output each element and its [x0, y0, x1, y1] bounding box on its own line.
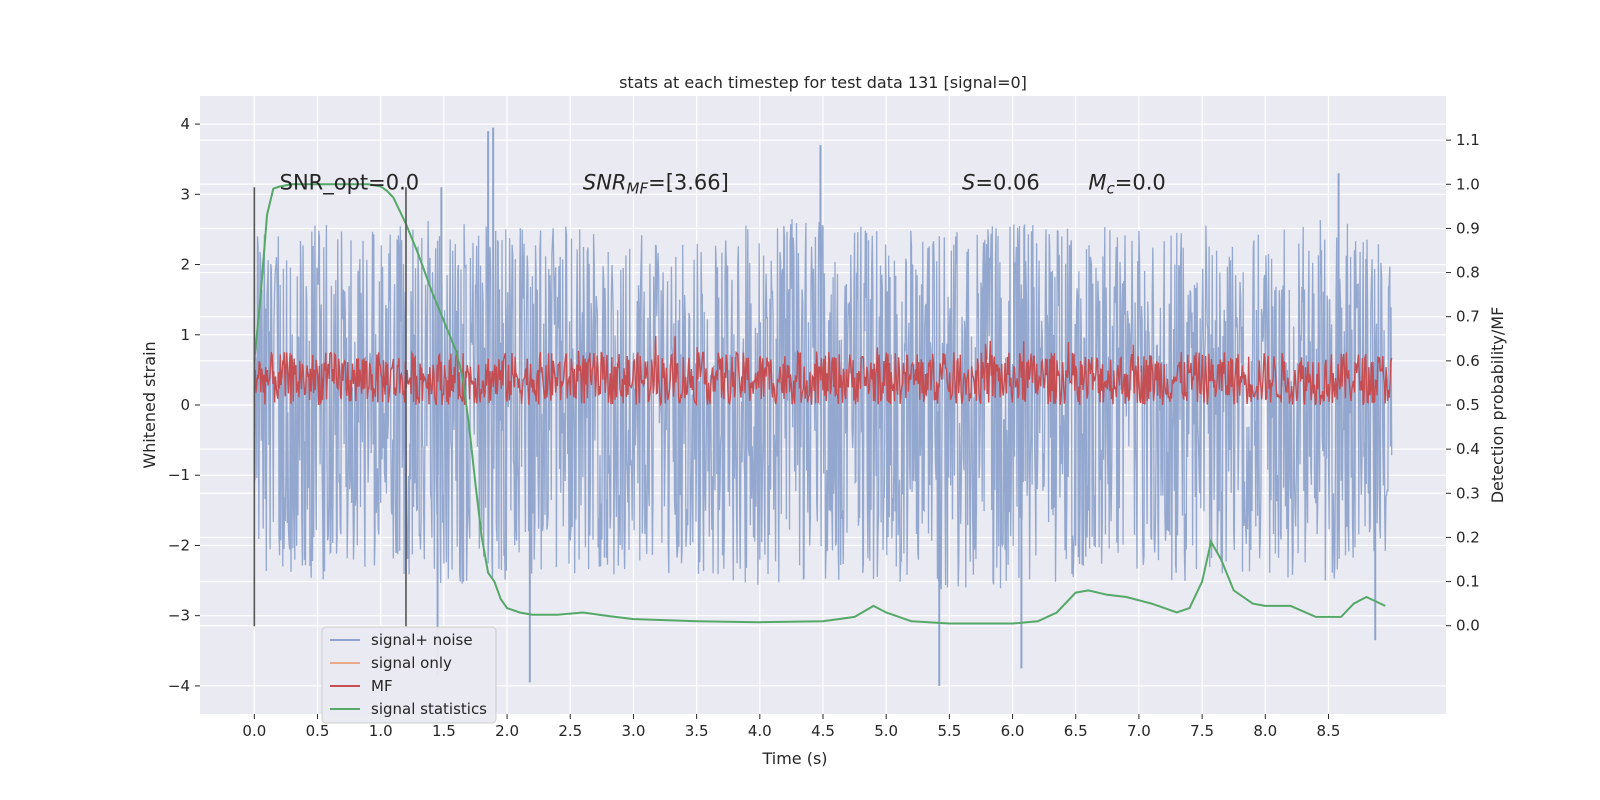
- x-tick-label: 2.0: [495, 722, 519, 740]
- x-tick-label: 5.5: [937, 722, 961, 740]
- y-left-tick-label: −2: [168, 536, 190, 554]
- vertical-markers: [253, 187, 407, 627]
- x-tick-label: 0.5: [306, 722, 330, 740]
- x-tick-label: 4.0: [748, 722, 772, 740]
- y-left-tick-label: −4: [168, 677, 190, 695]
- y-right-tick-label: 1.0: [1456, 175, 1480, 193]
- annotation-mc-value: Mc=0.0: [1088, 170, 1165, 197]
- annotation-snr-mf-subscript: MF: [627, 179, 649, 197]
- legend-label: signal+ noise: [371, 631, 473, 649]
- y-right-tick-label: 0.1: [1456, 573, 1480, 591]
- annotation-snr-mf-value: =[3.66]: [648, 170, 729, 194]
- x-axis-ticks: 0.0 0.5 1.0 1.5 2.0 2.5 3.0 3.5 4.0 4.5 5.0 5.5 6.0 6…: [242, 714, 1340, 740]
- x-tick-label: 4.5: [811, 722, 835, 740]
- y-left-tick-label: 3: [180, 185, 190, 203]
- signal-statistics-series: [253, 183, 1386, 625]
- signal-statistics-line: [253, 183, 1386, 625]
- y-right-tick-label: 0.8: [1456, 264, 1480, 282]
- x-tick-label: 1.0: [369, 722, 393, 740]
- annotation-s-value-symbol: S: [962, 170, 975, 194]
- x-tick-label: 6.5: [1064, 722, 1088, 740]
- mf-line: [253, 335, 1393, 407]
- x-tick-label: 3.5: [685, 722, 709, 740]
- x-tick-label: 7.0: [1127, 722, 1151, 740]
- x-tick-label: 2.5: [558, 722, 582, 740]
- y-right-tick-label: 0.6: [1456, 352, 1480, 370]
- y-right-tick-label: 0.5: [1456, 396, 1480, 414]
- y-left-tick-label: −1: [168, 466, 190, 484]
- annotation-s-value: S=0.06: [962, 170, 1040, 194]
- annotations: SNR_opt=0.0 SNRMF=[3.66] S=0.06 Mc=0.0: [280, 170, 1166, 197]
- annotation-mc-value-value: =0.0: [1115, 170, 1166, 194]
- y-left-tick-label: −3: [168, 607, 190, 625]
- annotation-mc-value-symbol: M: [1088, 170, 1106, 194]
- x-tick-label: 7.5: [1190, 722, 1214, 740]
- y-right-tick-label: 0.7: [1456, 308, 1480, 326]
- signal-noise-series: [253, 127, 1393, 686]
- x-tick-label: 3.0: [622, 722, 646, 740]
- y-right-tick-label: 0.4: [1456, 440, 1480, 458]
- annotation-mc-value-subscript: c: [1107, 179, 1116, 197]
- y-left-tick-label: 0: [180, 396, 190, 414]
- x-axis-label: Time (s): [761, 749, 827, 768]
- y-right-axis-ticks: 0.0 0.1 0.2 0.3 0.4 0.5 0.6 0.7 0.8 0.9 1.0 1.1: [1446, 131, 1480, 635]
- y-left-tick-label: 4: [180, 115, 190, 133]
- x-tick-label: 6.0: [1001, 722, 1025, 740]
- y-left-axis-ticks: −4 −3 −2 −1 0 1 2 3 4: [168, 115, 200, 695]
- x-tick-label: 0.0: [242, 722, 266, 740]
- annotation-snr-opt: SNR_opt=0.0: [280, 170, 420, 195]
- y-right-tick-label: 1.1: [1456, 131, 1480, 149]
- annotation-snr-mf: SNRMF=[3.66]: [583, 170, 729, 197]
- annotation-s-value-value: =0.06: [975, 170, 1039, 194]
- y-left-tick-label: 1: [180, 326, 190, 344]
- annotation-snr-opt-symbol: SNR_opt: [280, 170, 369, 195]
- y-right-axis-label: Detection probability/MF: [1488, 307, 1507, 504]
- legend-box: [321, 626, 497, 724]
- legend: signal+ noise signal only MF signal statist…: [321, 626, 497, 724]
- y-left-tick-label: 2: [180, 256, 190, 274]
- x-tick-label: 5.0: [874, 722, 898, 740]
- signal-noise-line: [253, 219, 1393, 590]
- annotation-snr-opt-value: =0.0: [368, 170, 419, 194]
- y-left-axis-label: Whitened strain: [140, 341, 159, 468]
- x-tick-label: 8.0: [1253, 722, 1277, 740]
- legend-label: signal statistics: [371, 700, 487, 718]
- legend-label: MF: [371, 677, 393, 695]
- mf-series: [253, 335, 1393, 407]
- y-right-tick-label: 0.0: [1456, 617, 1480, 635]
- x-tick-label: 1.5: [432, 722, 456, 740]
- legend-label: signal only: [371, 654, 452, 672]
- y-right-tick-label: 0.2: [1456, 528, 1480, 546]
- chart-title: stats at each timestep for test data 131…: [619, 73, 1027, 92]
- x-tick-label: 8.5: [1317, 722, 1341, 740]
- y-right-tick-label: 0.3: [1456, 484, 1480, 502]
- y-right-tick-label: 0.9: [1456, 219, 1480, 237]
- annotation-snr-mf-symbol: SNR: [583, 170, 627, 194]
